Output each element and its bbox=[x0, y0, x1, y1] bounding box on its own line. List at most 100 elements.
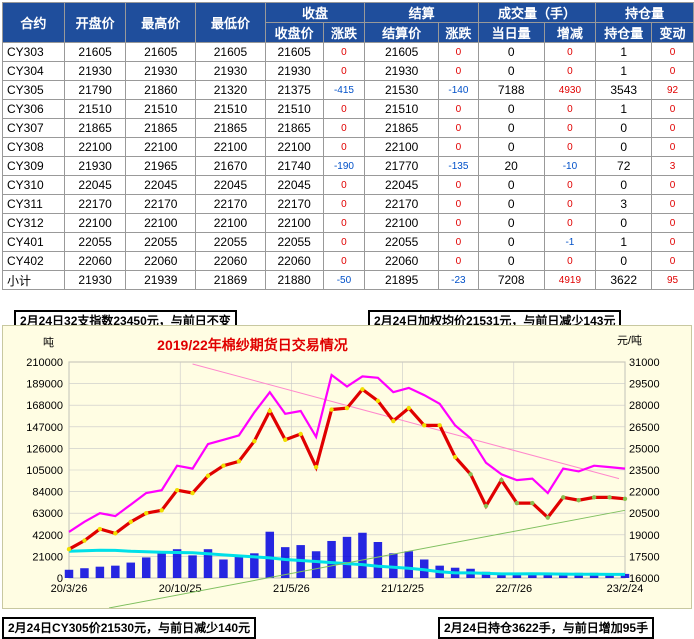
cell-code: CY312 bbox=[2, 213, 65, 233]
settle-price-point bbox=[113, 531, 118, 536]
cell-vol-chg: 0 bbox=[543, 251, 597, 271]
cell-low: 21670 bbox=[195, 156, 266, 176]
cell-oi-chg: 0 bbox=[651, 99, 694, 119]
settle-price-point bbox=[622, 496, 628, 501]
settle-price-point bbox=[190, 490, 195, 496]
table-row: CY306 21510 21510 21510 21510 0 21510 0 0 0 1 0 bbox=[2, 99, 694, 119]
cell-open: 22060 bbox=[63, 251, 127, 271]
settle-price-point bbox=[159, 508, 164, 513]
cell-vol: 0 bbox=[477, 42, 545, 62]
cell-oi-chg: 95 bbox=[651, 270, 694, 290]
cell-settle-chg: 0 bbox=[437, 99, 479, 119]
cell-close-chg: 0 bbox=[322, 194, 366, 214]
cell-close-chg: 0 bbox=[322, 232, 366, 252]
cell-vol: 0 bbox=[477, 232, 545, 252]
cell-high: 21860 bbox=[125, 80, 197, 100]
cell-open: 21605 bbox=[63, 42, 127, 62]
volume-bar bbox=[404, 551, 414, 578]
cell-close: 21740 bbox=[264, 156, 324, 176]
settle-price-point bbox=[174, 487, 180, 493]
settle-price-point bbox=[530, 500, 535, 506]
cell-close-chg: -50 bbox=[322, 270, 366, 290]
settle-price-point bbox=[267, 408, 272, 414]
x-tick-label: 21/12/25 bbox=[381, 583, 424, 595]
settle-price-point bbox=[561, 495, 566, 500]
y-right-tick-label: 19000 bbox=[629, 530, 660, 542]
table-row: CY303 21605 21605 21605 21605 0 21605 0 0 0 1 0 bbox=[2, 42, 694, 62]
cell-open: 21930 bbox=[63, 156, 127, 176]
cell-close-chg: -190 bbox=[322, 156, 366, 176]
cell-code: CY303 bbox=[2, 42, 65, 62]
cell-oi-chg: 0 bbox=[651, 175, 694, 195]
cell-low: 21605 bbox=[195, 42, 266, 62]
cell-close: 22100 bbox=[264, 213, 324, 233]
cell-high: 21510 bbox=[125, 99, 197, 119]
y-right-tick-label: 17500 bbox=[629, 551, 660, 563]
cell-vol: 0 bbox=[477, 137, 545, 157]
cell-oi-chg: 3 bbox=[651, 156, 694, 176]
settle-price-point bbox=[283, 437, 288, 442]
cell-oi: 0 bbox=[595, 118, 653, 138]
cell-vol: 0 bbox=[477, 251, 545, 271]
cell-code: CY306 bbox=[2, 99, 65, 119]
y-right-tick-label: 29500 bbox=[629, 379, 660, 391]
volume-bar bbox=[126, 562, 136, 578]
cell-low: 21930 bbox=[195, 61, 266, 81]
cell-settle: 21770 bbox=[364, 156, 439, 176]
volume-bar bbox=[95, 566, 105, 578]
y-right-tick-label: 23500 bbox=[629, 465, 660, 477]
volume-bar bbox=[620, 573, 630, 578]
cell-close: 22045 bbox=[264, 175, 324, 195]
volume-bar bbox=[250, 553, 259, 578]
settle-price-point bbox=[66, 547, 72, 552]
cell-code: CY310 bbox=[2, 175, 65, 195]
cell-open: 22045 bbox=[63, 175, 127, 195]
header-volume-day: 当日量 bbox=[477, 22, 545, 43]
header-volume-group: 成交量（手） bbox=[477, 2, 597, 23]
cell-close: 22170 bbox=[264, 194, 324, 214]
settle-price-point bbox=[545, 515, 550, 520]
cell-high: 22100 bbox=[125, 213, 197, 233]
cell-vol: 0 bbox=[477, 213, 545, 233]
cell-settle-chg: 0 bbox=[437, 61, 479, 81]
cell-close-chg: 0 bbox=[322, 213, 366, 233]
volume-bar bbox=[203, 549, 213, 578]
cell-code: CY311 bbox=[2, 194, 65, 214]
cell-high: 21930 bbox=[125, 61, 197, 81]
header-contract: 合约 bbox=[2, 2, 65, 43]
cell-settle: 22045 bbox=[364, 175, 439, 195]
cell-high: 21939 bbox=[125, 270, 197, 290]
x-tick-label: 23/2/24 bbox=[607, 583, 644, 595]
cell-close: 22055 bbox=[264, 232, 324, 252]
cell-oi: 0 bbox=[595, 137, 653, 157]
cell-settle: 22055 bbox=[364, 232, 439, 252]
cell-close-chg: 0 bbox=[322, 99, 366, 119]
y-left-tick-label: 126000 bbox=[26, 443, 63, 455]
cell-oi-chg: 0 bbox=[651, 118, 694, 138]
y-left-tick-label: 42000 bbox=[32, 530, 63, 542]
cell-code: CY401 bbox=[2, 232, 65, 252]
cell-high: 22055 bbox=[125, 232, 197, 252]
settle-price-point bbox=[576, 498, 581, 503]
settle-price-point bbox=[375, 398, 381, 404]
cell-open: 21930 bbox=[63, 61, 127, 81]
cell-close: 21375 bbox=[264, 80, 324, 100]
cell-close: 22100 bbox=[264, 137, 324, 157]
cell-vol: 20 bbox=[477, 156, 545, 176]
open-interest-line bbox=[68, 548, 625, 576]
cell-close: 21865 bbox=[264, 118, 324, 138]
cell-close-chg: -415 bbox=[322, 80, 366, 100]
cell-settle-chg: -140 bbox=[437, 80, 479, 100]
cell-vol: 7208 bbox=[477, 270, 545, 290]
cell-code: 小计 bbox=[2, 270, 65, 290]
settle-price-point bbox=[329, 407, 334, 412]
cell-settle: 21605 bbox=[364, 42, 439, 62]
settle-price-point bbox=[422, 423, 427, 428]
settle-price-point bbox=[514, 500, 520, 506]
cell-settle: 22100 bbox=[364, 137, 439, 157]
cell-vol-chg: 0 bbox=[543, 61, 597, 81]
volume-bar bbox=[219, 559, 228, 578]
cell-vol: 0 bbox=[477, 118, 545, 138]
cell-low: 21510 bbox=[195, 99, 266, 119]
